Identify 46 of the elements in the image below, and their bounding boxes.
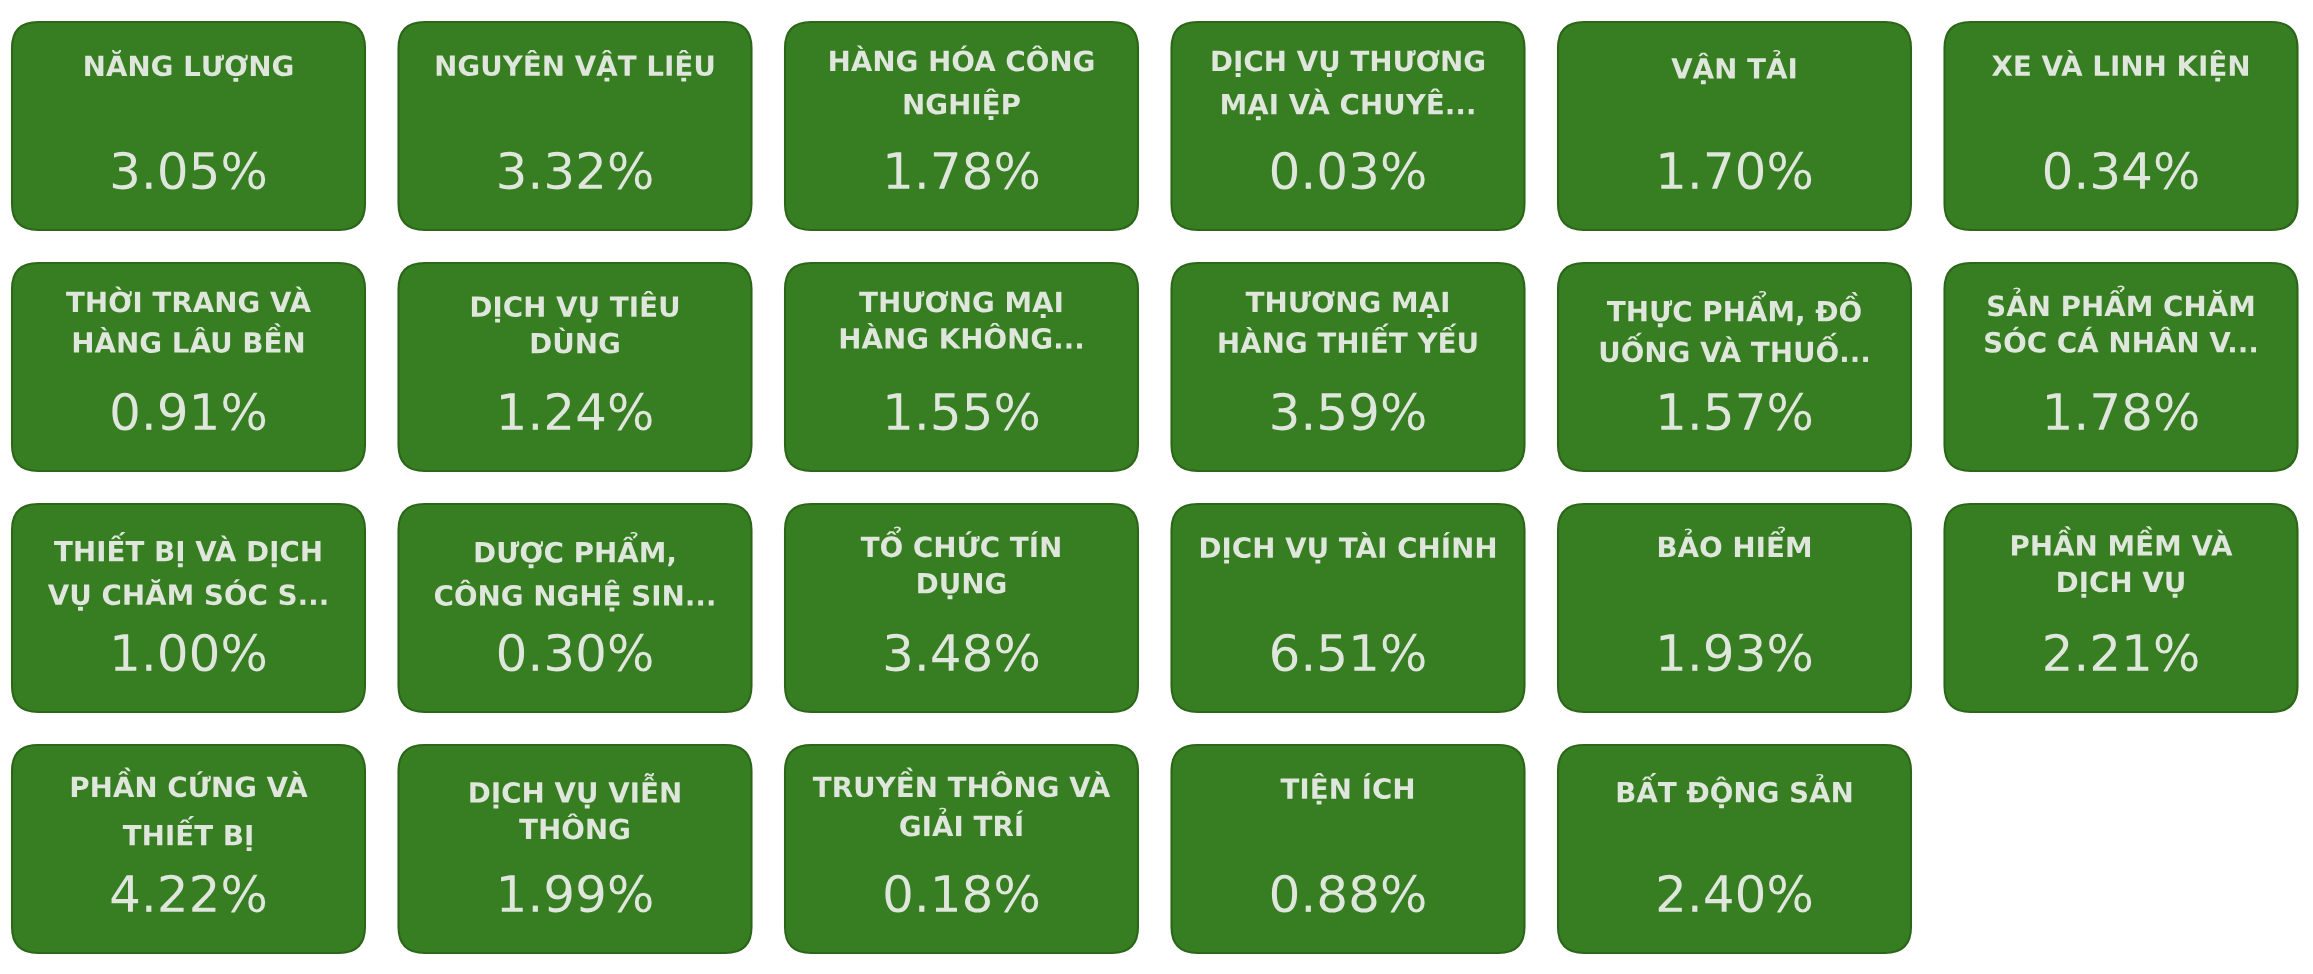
- data-label: 0.30%: [498, 633, 652, 672]
- data-label: 1.93%: [1660, 633, 1812, 672]
- data-label: 1.55%: [887, 392, 1039, 431]
- data-label: 3.59%: [1272, 392, 1425, 431]
- data-label: 1.99%: [501, 874, 652, 913]
- category-label: HÀNG HÓA CÔNG NGHIỆP: [830, 45, 1094, 121]
- category-label: PHẦN CỨNG VÀ THIẾT BỊ: [71, 767, 308, 852]
- category-label: DỊCH VỤ THƯƠNG MẠI VÀ CHUYÊ...: [1212, 50, 1485, 121]
- data-label: 0.88%: [1271, 874, 1425, 913]
- data-label: 2.21%: [2045, 633, 2198, 672]
- data-label: 4.22%: [111, 874, 266, 913]
- category-label: DỊCH VỤ VIỄN THÔNG: [470, 773, 680, 840]
- data-label: 1.57%: [1660, 392, 1812, 431]
- data-label: 0.91%: [112, 392, 266, 431]
- data-label: 1.70%: [1660, 151, 1812, 190]
- data-label: 3.32%: [499, 151, 652, 190]
- category-label: NĂNG LƯỢNG: [85, 50, 293, 82]
- data-label: 6.51%: [1272, 633, 1425, 672]
- category-label: DỊCH VỤ TÀI CHÍNH: [1200, 532, 1496, 564]
- category-label: DỊCH VỤ TIÊU DÙNG: [471, 291, 679, 354]
- category-label: SẢN PHẨM CHĂM SÓC CÁ NHÂN V...: [1985, 285, 2257, 353]
- category-label: BẤT ĐỘNG SẢN: [1617, 773, 1852, 809]
- data-label: 0.18%: [885, 874, 1039, 913]
- data-label: 3.05%: [112, 151, 266, 190]
- data-label: 1.24%: [501, 392, 652, 431]
- data-label: 1.78%: [887, 151, 1039, 190]
- category-label: DƯỢC PHẨM, CÔNG NGHỆ SIN...: [434, 532, 714, 612]
- category-label: THỜI TRANG VÀ HÀNG LÂU BỀN: [66, 286, 311, 353]
- category-label: TỔ CHỨC TÍN DỤNG: [860, 526, 1060, 600]
- data-label: 1.00%: [114, 633, 266, 672]
- category-label: PHẦN MỀM VÀ DỊCH VỤ: [2012, 526, 2233, 598]
- category-label: THƯƠNG MẠI HÀNG KHÔNG...: [840, 291, 1082, 349]
- category-label: THƯƠNG MẠI HÀNG THIẾT YẾU: [1219, 291, 1477, 354]
- category-label: TRUYỀN THÔNG VÀ GIẢI TRÍ: [812, 767, 1111, 837]
- data-label: 3.48%: [885, 633, 1039, 672]
- category-label: THỰC PHẨM, ĐỒ UỐNG VÀ THUỐ...: [1600, 291, 1869, 363]
- data-label: 1.78%: [2047, 392, 2198, 431]
- data-label: 0.34%: [2044, 151, 2198, 190]
- category-label: VẬN TẢI: [1671, 50, 1796, 85]
- category-label: THIẾT BỊ VÀ DỊCH VỤ CHĂM SÓC S...: [47, 532, 327, 611]
- category-label: NGUYÊN VẬT LIỆU: [436, 50, 714, 82]
- data-label: 2.40%: [1658, 874, 1812, 913]
- data-label: 0.03%: [1271, 151, 1425, 190]
- category-label: BẢO HIỂM: [1658, 526, 1811, 558]
- category-label: XE VÀ LINH KIỆN: [1991, 50, 2249, 82]
- category-label: TIỆN ÍCH: [1280, 773, 1414, 805]
